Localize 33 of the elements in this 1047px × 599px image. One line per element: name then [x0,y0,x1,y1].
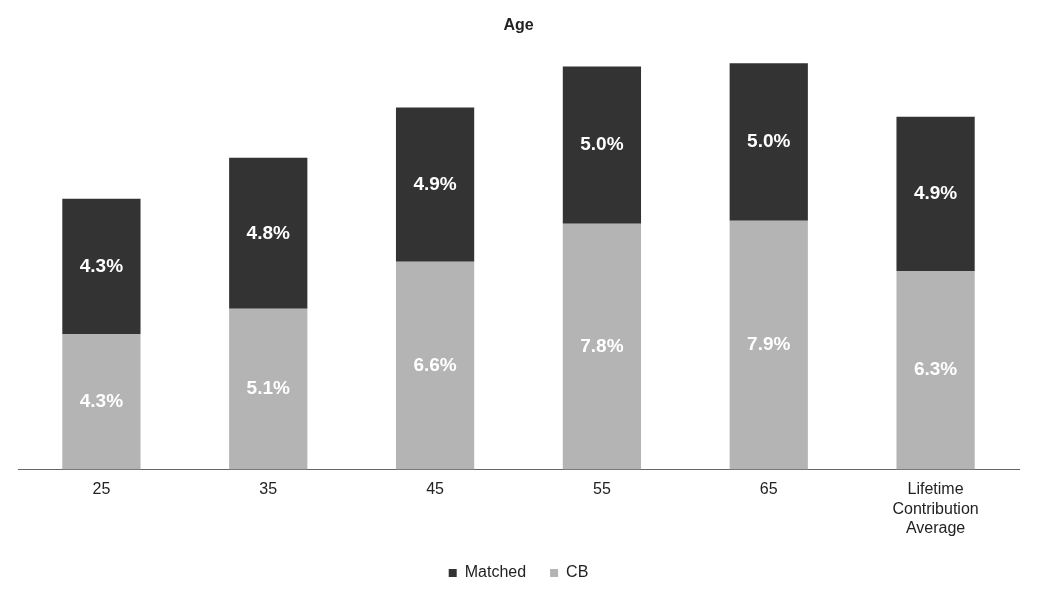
legend-label: CB [566,563,589,581]
data-label: 5.1% [246,377,291,399]
bar [62,198,141,335]
bar [395,261,475,470]
bar [729,220,808,470]
x-tick-label: 35 [259,480,278,498]
x-tick-label: 45 [426,480,445,498]
bar [896,116,975,272]
data-label: 6.3% [913,358,958,380]
data-label: 4.3% [79,389,124,411]
data-label: 6.6% [413,353,457,375]
bar [562,66,642,224]
x-tick-label: 65 [759,480,778,498]
bar [729,63,808,221]
bar [62,334,141,470]
data-label: 4.3% [79,254,124,276]
bar [229,308,308,470]
x-tick-label: Lifetime Contribution Average [892,480,979,536]
data-label: 4.8% [246,221,291,243]
chart-title: Age [503,16,534,34]
bar [562,223,642,470]
data-label: 7.8% [580,334,624,356]
data-label: 7.9% [747,333,791,355]
bar [395,107,475,262]
data-label: 4.9% [913,182,958,204]
data-label: 5.0% [580,133,624,155]
bar [229,157,308,309]
bar [896,271,975,470]
legend-label: Matched [464,563,527,581]
data-label: 4.9% [413,172,457,194]
data-label: 5.0% [747,130,791,152]
x-tick-label: 25 [92,480,111,498]
x-tick-label: 55 [593,480,611,498]
